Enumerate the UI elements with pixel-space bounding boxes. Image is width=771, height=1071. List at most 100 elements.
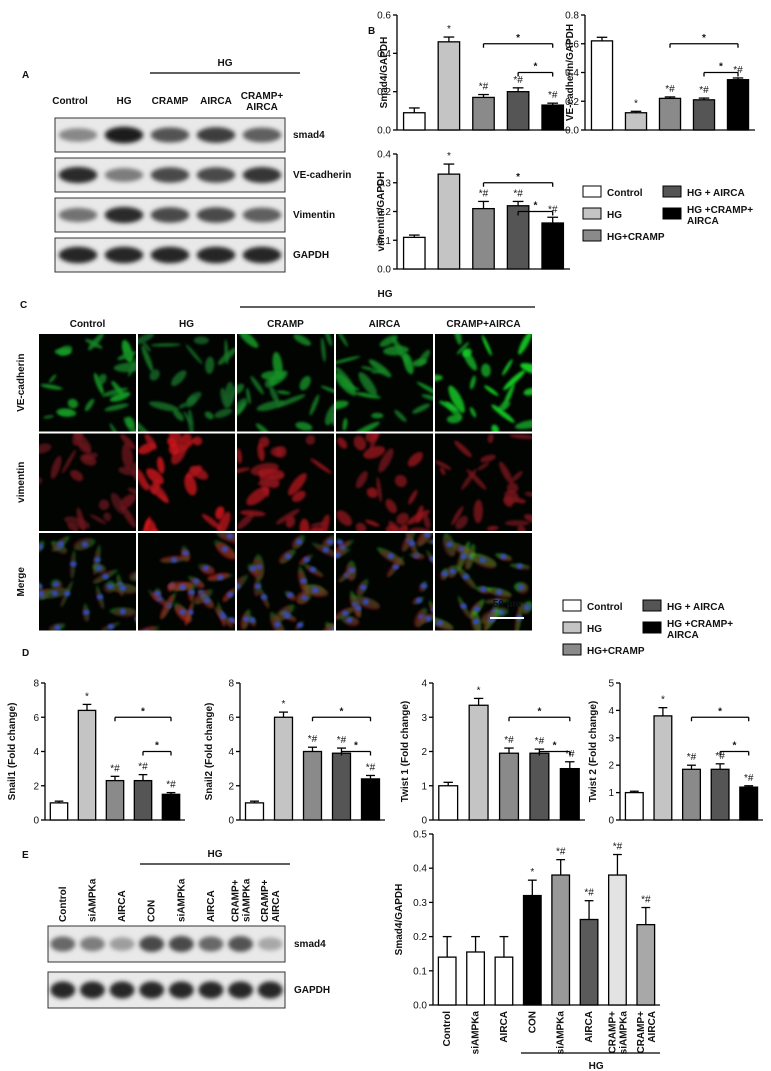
cell xyxy=(269,386,279,404)
nucleus xyxy=(39,583,43,589)
significance-label: *# xyxy=(641,895,651,906)
cell xyxy=(39,477,43,486)
nucleus xyxy=(303,557,310,563)
cell xyxy=(127,487,136,497)
legend-label: HG+CRAMP xyxy=(607,232,665,243)
cell xyxy=(171,370,187,387)
bar xyxy=(739,786,759,821)
cell xyxy=(144,434,157,450)
group-label: HG xyxy=(378,289,393,300)
cell xyxy=(456,341,470,355)
lane-label: CON xyxy=(147,900,158,922)
cell xyxy=(504,520,530,526)
bracket-label: * xyxy=(340,706,344,717)
cell xyxy=(412,403,431,414)
cell xyxy=(70,469,84,482)
nucleus xyxy=(81,541,89,547)
x-tick-label: AIRCA xyxy=(584,1011,595,1043)
y-axis-label: Snail1 (Fold change) xyxy=(7,703,18,801)
significance-label: *# xyxy=(687,752,697,763)
nucleus xyxy=(102,573,109,580)
blot-band xyxy=(257,937,283,951)
cell xyxy=(48,374,57,384)
cell xyxy=(320,385,334,395)
cell xyxy=(409,527,432,531)
bar xyxy=(302,750,323,821)
cell xyxy=(237,401,246,417)
cell xyxy=(423,513,431,529)
nucleus xyxy=(202,565,210,571)
nucleus xyxy=(286,592,294,598)
cell xyxy=(184,474,197,496)
bar xyxy=(402,236,426,270)
cell xyxy=(125,416,135,429)
panel-label: A xyxy=(22,70,29,81)
significance-label: * xyxy=(447,24,451,35)
cell xyxy=(104,403,129,412)
cell xyxy=(487,433,494,444)
y-tick-label: 2 xyxy=(33,781,39,792)
y-tick-label: 0.6 xyxy=(565,39,579,50)
lane-label: Control xyxy=(58,886,69,922)
cell xyxy=(453,334,462,345)
cell xyxy=(224,339,229,365)
y-tick-label: 0.1 xyxy=(413,966,427,977)
micrograph-bg xyxy=(237,334,334,432)
nucleus xyxy=(355,605,362,611)
cell xyxy=(454,440,472,458)
group-label: HG xyxy=(589,1061,604,1071)
bar xyxy=(77,709,97,821)
cell xyxy=(171,443,187,465)
cell xyxy=(394,409,407,422)
cell xyxy=(336,356,361,365)
cell xyxy=(237,513,254,530)
group-label: HG xyxy=(218,58,233,69)
cell xyxy=(491,424,500,432)
nucleus xyxy=(446,541,453,547)
cell xyxy=(67,398,79,409)
cell xyxy=(180,433,192,445)
cell xyxy=(385,499,397,514)
cell xyxy=(131,462,136,481)
nucleus xyxy=(119,608,127,615)
nucleus xyxy=(517,584,524,590)
cell xyxy=(318,514,330,531)
cell xyxy=(439,400,458,411)
cell xyxy=(261,370,284,380)
legend-swatch xyxy=(562,643,582,656)
blot-band xyxy=(228,936,254,952)
bracket-label: * xyxy=(553,741,557,752)
cell xyxy=(138,468,149,491)
blot-band xyxy=(104,206,144,224)
blot-band xyxy=(242,167,282,183)
nucleus xyxy=(348,567,355,573)
cell xyxy=(491,404,515,423)
y-tick-label: 4 xyxy=(608,706,614,717)
blot-band xyxy=(150,127,190,143)
blot-band xyxy=(50,981,76,999)
micrograph xyxy=(336,533,433,631)
blot-band xyxy=(168,981,194,999)
cell xyxy=(385,524,398,531)
nucleus xyxy=(134,574,136,579)
cell xyxy=(408,489,418,505)
bracket-label: * xyxy=(141,706,145,717)
blot-band xyxy=(196,246,236,264)
y-tick-label: 0.3 xyxy=(377,178,391,189)
cell xyxy=(368,359,392,378)
nucleus xyxy=(204,597,211,604)
y-tick-label: 1 xyxy=(421,781,427,792)
legend-label: Control xyxy=(607,188,643,199)
y-tick-label: 0.4 xyxy=(377,150,391,161)
legend-label: HG + AIRCA xyxy=(687,188,745,199)
cell xyxy=(61,449,77,474)
bar xyxy=(437,173,461,270)
y-tick-label: 2 xyxy=(228,781,234,792)
cell xyxy=(250,375,264,395)
nucleus xyxy=(309,566,317,573)
cell xyxy=(138,626,156,631)
x-tick-label: CON xyxy=(527,1011,538,1033)
cell xyxy=(520,363,532,375)
cell xyxy=(523,388,532,396)
legend-swatch xyxy=(642,621,662,634)
